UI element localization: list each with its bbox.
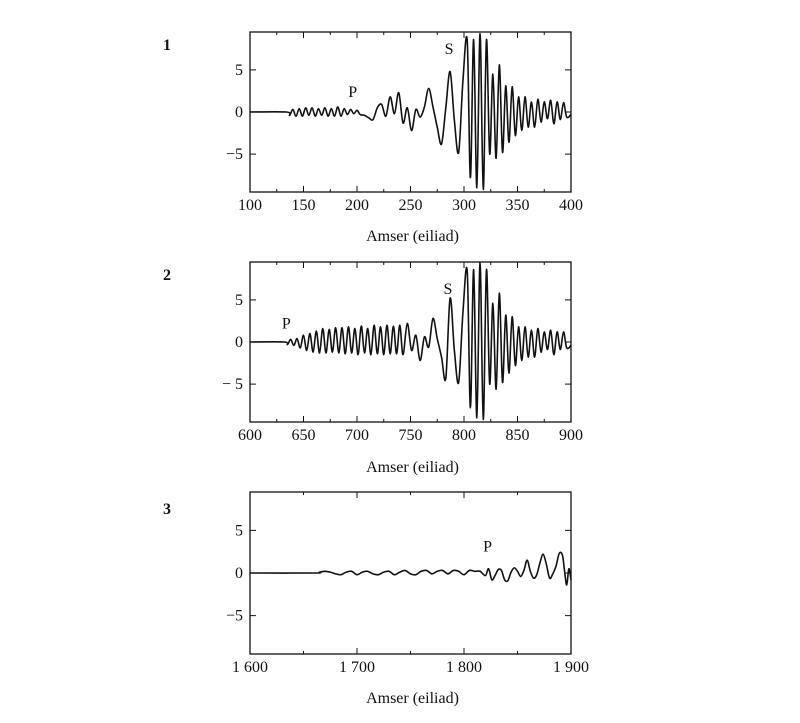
x-axis-label: Amser (eiliad) [366, 228, 459, 245]
x-tick-label: 350 [506, 197, 530, 214]
x-tick-label: 650 [292, 427, 316, 444]
y-tick-label: −5 [226, 608, 243, 625]
wave-label-p: P [348, 84, 357, 101]
x-tick-label: 750 [399, 427, 423, 444]
y-tick-label: 0 [235, 334, 243, 351]
chart-panel-3: 3 1 600 1 700 1 800 1 900 5 0 −5 Amser (eiliad) P [163, 491, 589, 707]
chart-panel-2: 2 600 650 700 750 800 850 900 5 0 − 5 Amser (eiliad… [163, 261, 583, 476]
x-tick-label: 1 900 [553, 659, 589, 676]
x-tick-label: 700 [345, 427, 369, 444]
seismogram-trace [249, 551, 572, 586]
x-axis-label: Amser (eiliad) [366, 690, 459, 707]
x-tick-label: 300 [452, 197, 476, 214]
x-tick-label: 1 600 [232, 659, 268, 676]
x-tick-label: 100 [238, 197, 262, 214]
panel-number: 3 [163, 501, 171, 518]
x-tick-label: 250 [399, 197, 423, 214]
wave-label-p: P [483, 539, 492, 556]
seismogram-trace [249, 262, 572, 421]
y-tick-label: − 5 [222, 376, 243, 393]
x-tick-label: 400 [559, 197, 583, 214]
x-tick-label: 800 [452, 427, 476, 444]
y-tick-label: −5 [226, 146, 243, 163]
wave-label-s: S [443, 281, 452, 298]
x-axis-label: Amser (eiliad) [366, 459, 459, 476]
y-tick-label: 0 [235, 104, 243, 121]
x-tick-label: 200 [345, 197, 369, 214]
panel-number: 1 [163, 37, 171, 54]
y-tick-label: 5 [235, 62, 243, 79]
y-tick-label: 5 [235, 292, 243, 309]
wave-label-p: P [282, 316, 291, 333]
x-tick-label: 850 [506, 427, 530, 444]
x-tick-label: 1 800 [446, 659, 482, 676]
seismogram-trace [249, 32, 572, 191]
chart-panel-1: 1 100 150 200 250 300 350 400 5 0 −5 Amser (eiliad)… [163, 31, 583, 245]
y-tick-label: 0 [235, 565, 243, 582]
wave-label-s: S [445, 41, 454, 58]
x-tick-label: 900 [559, 427, 583, 444]
panel-number: 2 [163, 267, 171, 284]
x-tick-label: 600 [238, 427, 262, 444]
x-tick-label: 150 [292, 197, 316, 214]
x-tick-label: 1 700 [339, 659, 375, 676]
y-tick-label: 5 [235, 522, 243, 539]
